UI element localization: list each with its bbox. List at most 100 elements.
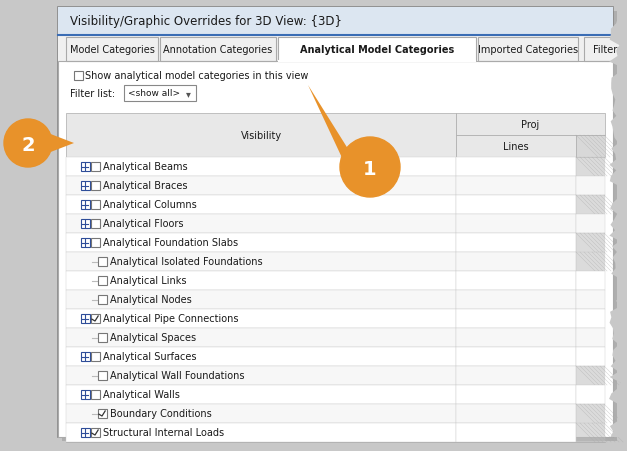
Bar <box>456 215 576 234</box>
Text: <show all>: <show all> <box>128 89 180 98</box>
Text: 1: 1 <box>363 160 377 179</box>
Bar <box>80 390 90 399</box>
Bar <box>80 428 90 437</box>
Text: Analytical Surfaces: Analytical Surfaces <box>103 352 196 362</box>
Bar <box>456 177 576 196</box>
Bar <box>160 38 276 62</box>
Bar <box>456 366 576 385</box>
Bar <box>58 8 613 437</box>
Bar <box>456 234 576 253</box>
Bar <box>278 38 476 62</box>
Bar <box>576 253 605 272</box>
Bar <box>98 371 107 380</box>
Bar <box>98 276 107 285</box>
Bar <box>90 239 100 248</box>
Bar <box>576 234 605 253</box>
Bar <box>90 163 100 172</box>
Bar <box>90 201 100 210</box>
Circle shape <box>4 120 52 168</box>
Text: Visibility/Graphic Overrides for 3D View: {3D}: Visibility/Graphic Overrides for 3D View… <box>70 15 342 28</box>
Bar <box>66 366 456 385</box>
Text: Boundary Conditions: Boundary Conditions <box>110 409 212 419</box>
Text: Lines: Lines <box>503 142 529 152</box>
Text: Analytical Isolated Foundations: Analytical Isolated Foundations <box>110 257 263 267</box>
Bar <box>80 314 90 323</box>
Text: Analytical Floors: Analytical Floors <box>103 219 184 229</box>
Bar <box>576 366 605 385</box>
Bar <box>80 182 90 191</box>
Bar <box>90 428 100 437</box>
Text: Analytical Columns: Analytical Columns <box>103 200 197 210</box>
Bar <box>576 309 605 328</box>
Bar <box>576 423 605 442</box>
Text: Show analytical model categories in this view: Show analytical model categories in this… <box>85 71 308 81</box>
Text: Analytical Model Categories: Analytical Model Categories <box>300 45 454 55</box>
Bar <box>456 253 576 272</box>
Bar <box>98 295 107 304</box>
Bar <box>66 309 456 328</box>
Bar <box>576 215 605 234</box>
Bar <box>576 385 605 404</box>
Bar <box>66 177 456 196</box>
PathPatch shape <box>48 133 74 154</box>
Bar <box>576 196 605 215</box>
Bar <box>124 86 196 102</box>
Bar <box>66 234 456 253</box>
Text: Proj: Proj <box>522 120 540 130</box>
Bar <box>66 328 456 347</box>
Text: Annotation Categories: Annotation Categories <box>164 45 273 55</box>
Bar <box>66 404 456 423</box>
Bar <box>66 272 456 290</box>
Text: Analytical Pipe Connections: Analytical Pipe Connections <box>103 314 238 324</box>
Text: ▾: ▾ <box>186 89 191 99</box>
Bar <box>456 309 576 328</box>
Bar <box>66 158 456 177</box>
Bar <box>66 196 456 215</box>
Bar <box>576 290 605 309</box>
Bar <box>584 38 627 62</box>
Bar <box>80 352 90 361</box>
Circle shape <box>340 138 400 198</box>
Bar <box>66 290 456 309</box>
Bar <box>90 352 100 361</box>
Bar <box>66 114 456 158</box>
Bar <box>58 8 613 36</box>
Bar <box>80 239 90 248</box>
Text: Analytical Braces: Analytical Braces <box>103 181 187 191</box>
Text: Model Categories: Model Categories <box>70 45 154 55</box>
Bar <box>456 385 576 404</box>
Bar <box>73 71 83 80</box>
Text: 2: 2 <box>21 136 35 155</box>
Text: Analytical Links: Analytical Links <box>110 276 186 286</box>
Bar <box>576 272 605 290</box>
Polygon shape <box>609 8 627 437</box>
Bar <box>90 314 100 323</box>
PathPatch shape <box>308 86 375 193</box>
Bar <box>66 385 456 404</box>
Bar <box>98 333 107 342</box>
Bar <box>456 196 576 215</box>
Bar <box>80 201 90 210</box>
Text: Filters: Filters <box>593 45 623 55</box>
Bar <box>456 158 576 177</box>
Bar <box>576 347 605 366</box>
Bar <box>456 290 576 309</box>
Bar <box>576 328 605 347</box>
Bar <box>98 258 107 267</box>
Bar <box>58 36 613 62</box>
Bar <box>456 423 576 442</box>
Bar <box>66 38 158 62</box>
Bar <box>576 136 605 158</box>
Bar <box>98 409 107 418</box>
Bar <box>90 182 100 191</box>
Text: Imported Categories: Imported Categories <box>478 45 578 55</box>
Text: Analytical Spaces: Analytical Spaces <box>110 333 196 343</box>
Bar <box>62 12 617 441</box>
Bar <box>66 423 456 442</box>
Bar <box>90 390 100 399</box>
Text: Visibility: Visibility <box>240 131 282 141</box>
Bar <box>66 253 456 272</box>
Text: Analytical Wall Foundations: Analytical Wall Foundations <box>110 371 245 381</box>
Bar <box>80 163 90 172</box>
Bar <box>576 158 605 177</box>
